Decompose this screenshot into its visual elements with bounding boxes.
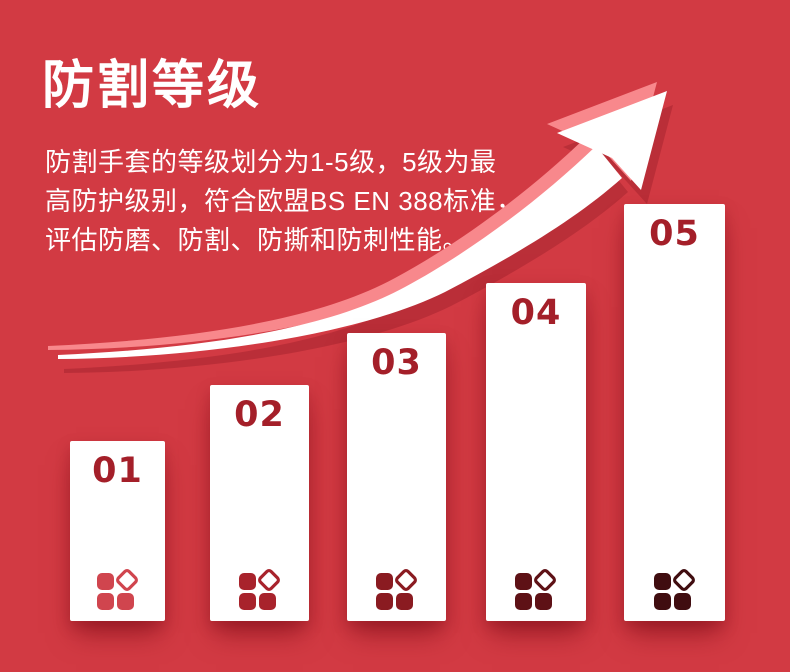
icon-square [535,593,552,610]
level-bar-3: 03 [347,333,446,621]
icon-diamond [672,569,695,591]
arrow-shadow-shaft [64,160,628,373]
icon-square [395,593,413,610]
cut-level-icon-4 [515,569,556,610]
icon-square [238,573,256,590]
icon-square [673,593,691,610]
page-title: 防割等级 [42,57,263,115]
icon-square [96,573,114,590]
level-number-4: 04 [510,293,562,333]
description-line-1: 防割手套的等级划分为1-5级，5级为最 [45,147,497,177]
arrow-shaft-path [58,146,622,359]
arrow-main [58,91,667,359]
level-bar-5: 05 [624,204,725,621]
icon-square [96,593,114,610]
icon-square [515,593,532,610]
cut-level-icon-3 [375,569,417,610]
icon-square [653,573,671,590]
icon-square [375,573,393,590]
description-line-2: 高防护级别，符合欧盟BS EN 388标准， [45,186,523,216]
description-text: 防割手套的等级划分为1-5级，5级为最 高防护级别，符合欧盟BS EN 388标准… [45,143,523,260]
icon-square [258,593,276,610]
level-number-1: 01 [92,451,143,491]
icon-square [515,573,532,590]
icon-square [238,593,256,610]
icon-diamond [115,569,138,591]
level-number-3: 03 [371,343,422,383]
cut-level-icon-5 [653,569,695,610]
description-line-3: 评估防磨、防割、防撕和防刺性能。 [45,225,470,255]
level-number-2: 02 [234,395,285,435]
level-bar-1: 01 [70,441,165,621]
icon-square [375,593,393,610]
level-number-5: 05 [649,214,700,254]
icon-square [116,593,134,610]
icon-diamond [394,569,417,591]
icon-diamond [257,569,280,591]
level-bar-2: 02 [210,385,309,621]
icon-diamond [534,569,556,591]
cut-level-icon-1 [96,569,138,610]
cut-level-icon-2 [238,569,280,610]
arrow-head-path [557,91,667,190]
level-bar-4: 04 [486,283,586,621]
icon-square [653,593,671,610]
